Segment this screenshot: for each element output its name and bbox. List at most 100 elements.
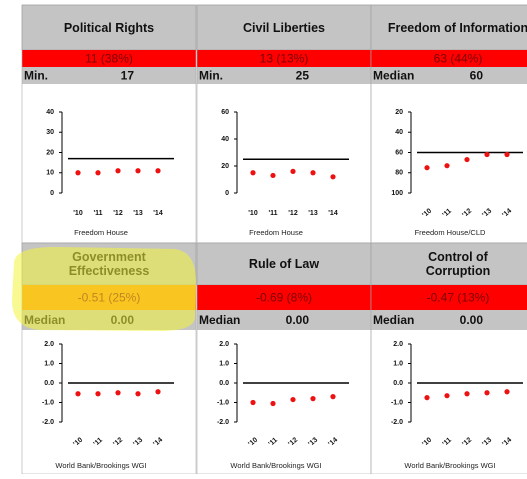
y-tick-label: -1.0 xyxy=(391,399,403,406)
data-point xyxy=(424,395,430,401)
score-bar xyxy=(197,50,371,67)
threshold-value: 0.00 xyxy=(286,313,310,327)
data-point xyxy=(504,389,510,395)
y-tick-label: 0.0 xyxy=(219,380,229,387)
threshold-label: Median xyxy=(373,313,414,327)
y-tick-label: 2.0 xyxy=(44,341,54,348)
source: World Bank/Brookings WGI xyxy=(55,461,146,470)
y-tick-label: -2.0 xyxy=(391,419,403,426)
source: Freedom House/CLD xyxy=(415,228,486,237)
x-tick-label: '14 xyxy=(152,436,164,448)
score: -0.69 (8%) xyxy=(256,291,312,305)
y-tick-label: 10 xyxy=(46,170,54,177)
data-point xyxy=(135,391,141,397)
x-tick-label: '11 xyxy=(93,210,102,217)
threshold-bg xyxy=(22,67,196,84)
y-tick-label: 0 xyxy=(225,190,229,197)
header: Freedom of Information xyxy=(387,20,527,35)
header-bg xyxy=(370,242,527,286)
data-point xyxy=(75,170,81,176)
data-point xyxy=(484,151,490,158)
data-point xyxy=(135,168,141,174)
y-tick-label: 1.0 xyxy=(44,360,54,367)
data-point xyxy=(95,391,101,397)
x-tick-label: '10 xyxy=(72,436,84,448)
x-tick-label: '12 xyxy=(461,207,473,219)
x-tick-label: '14 xyxy=(327,436,339,448)
header: Civil Liberties xyxy=(243,20,325,35)
x-tick-label: '13 xyxy=(307,436,319,448)
threshold-value: 60 xyxy=(470,69,484,83)
panel-title: Freedom of Information xyxy=(387,20,527,35)
threshold-value: 0.00 xyxy=(460,313,484,327)
panel-title: Rule of Law xyxy=(248,257,320,271)
x-tick-label: '13 xyxy=(481,436,493,448)
y-tick-label: 60 xyxy=(395,149,403,156)
x-tick-label: '12 xyxy=(461,436,473,448)
score: -0.47 (13%) xyxy=(427,291,490,305)
threshold-label: Min. xyxy=(199,69,223,83)
y-tick-label: 30 xyxy=(46,129,54,136)
data-point xyxy=(330,174,336,180)
threshold-bg xyxy=(197,67,371,84)
y-tick-label: 0.0 xyxy=(393,380,403,387)
y-tick-label: -2.0 xyxy=(217,419,229,426)
y-tick-label: 2.0 xyxy=(219,341,229,348)
source: World Bank/Brookings WGI xyxy=(230,461,321,470)
data-point xyxy=(444,163,450,169)
y-tick-label: 100 xyxy=(391,190,403,197)
y-tick-label: -2.0 xyxy=(42,419,54,426)
x-tick-label: '10 xyxy=(73,210,83,217)
header-bg xyxy=(21,4,197,51)
y-tick-label: 0 xyxy=(50,190,54,197)
source: Freedom House xyxy=(249,228,303,237)
data-point xyxy=(75,391,81,397)
data-point xyxy=(155,389,161,395)
y-tick-label: 20 xyxy=(46,149,54,156)
data-point xyxy=(155,168,161,174)
data-point xyxy=(270,172,276,179)
x-tick-label: '12 xyxy=(112,436,124,448)
score-bar xyxy=(371,285,527,310)
y-tick-label: 20 xyxy=(221,163,229,170)
score: 11 (38%) xyxy=(85,52,133,66)
y-tick-label: 1.0 xyxy=(393,360,403,367)
x-tick-label: '14 xyxy=(153,210,163,217)
y-tick-label: 40 xyxy=(395,129,403,136)
data-point xyxy=(464,391,470,397)
y-tick-label: 40 xyxy=(46,109,54,116)
data-point xyxy=(95,170,101,176)
data-point xyxy=(484,390,490,396)
header: Political Rights xyxy=(63,20,155,35)
data-point xyxy=(250,399,256,406)
y-tick-label: 80 xyxy=(395,170,403,177)
data-point xyxy=(444,393,450,399)
x-tick-label: '11 xyxy=(441,437,453,448)
panel-title: Political Rights xyxy=(63,20,155,35)
threshold-label: Median xyxy=(199,313,240,327)
y-tick-label: 60 xyxy=(221,109,229,116)
header-bg xyxy=(370,4,527,51)
data-point xyxy=(270,400,276,407)
header-bg xyxy=(196,242,372,286)
source: Freedom House xyxy=(74,228,128,237)
x-tick-label: '14 xyxy=(328,210,338,217)
x-tick-label: '13 xyxy=(481,207,493,219)
y-tick-label: -1.0 xyxy=(217,399,229,406)
score-bar xyxy=(22,50,196,67)
panel-title: Control of Corruption xyxy=(425,250,491,278)
score: 63 (44%) xyxy=(434,52,483,66)
x-tick-label: '10 xyxy=(421,436,433,448)
x-tick-label: '14 xyxy=(501,436,513,448)
panel-title: Civil Liberties xyxy=(243,20,325,35)
data-point xyxy=(310,396,316,402)
highlight xyxy=(12,246,197,331)
threshold-label: Median xyxy=(373,69,414,83)
x-tick-label: '12 xyxy=(287,436,299,448)
data-point xyxy=(310,170,316,176)
data-point xyxy=(290,396,296,403)
data-point xyxy=(330,394,336,400)
score-bar xyxy=(371,50,527,67)
y-tick-label: 2.0 xyxy=(393,341,403,348)
